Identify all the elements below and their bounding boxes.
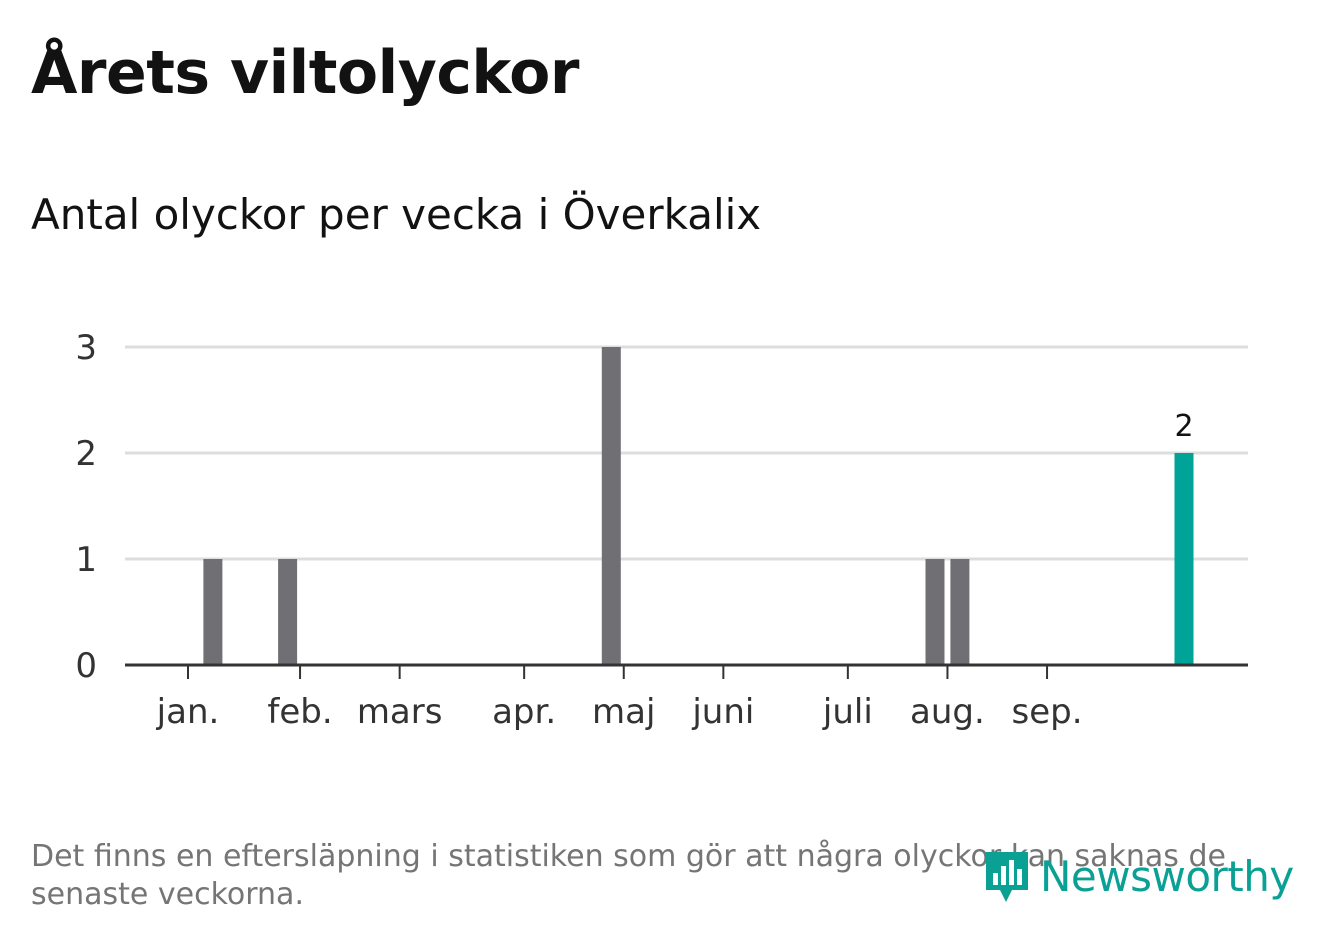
x-tick-label-jan.: jan. bbox=[156, 692, 220, 732]
x-axis-ticks: jan. feb. mars apr. maj juni juli aug. sep. bbox=[156, 665, 1083, 732]
bar-week-32 bbox=[950, 559, 970, 665]
x-tick-label-juli: juli bbox=[822, 692, 873, 732]
y-axis-tick-labels: 0 1 2 3 bbox=[75, 328, 97, 686]
bar-week-5 bbox=[278, 559, 298, 665]
grid-lines bbox=[125, 345, 1248, 561]
data-labels: 2 bbox=[1174, 409, 1193, 444]
x-tick-label-maj: maj bbox=[592, 692, 655, 732]
brand-name: Newsworthy bbox=[1040, 851, 1294, 901]
x-tick-label-juni: juni bbox=[691, 692, 754, 732]
bars bbox=[203, 347, 1194, 665]
y-tick-label-3: 3 bbox=[75, 328, 97, 368]
newsworthy-logo: Newsworthy bbox=[982, 846, 1294, 906]
y-tick-label-0: 0 bbox=[75, 646, 97, 686]
bar-week-18 bbox=[601, 347, 621, 665]
bar-week-2 bbox=[203, 559, 223, 665]
data-label-highlight: 2 bbox=[1174, 409, 1193, 444]
bar-week-31 bbox=[925, 559, 945, 665]
x-tick-label-feb.: feb. bbox=[267, 692, 332, 732]
x-tick-label-apr.: apr. bbox=[492, 692, 556, 732]
chart-title: Årets viltolyckor bbox=[31, 38, 580, 108]
x-tick-label-sep.: sep. bbox=[1012, 692, 1083, 732]
y-tick-label-2: 2 bbox=[75, 434, 97, 474]
bar-chart-speech-bubble-icon bbox=[986, 852, 1028, 902]
bar-week-41 bbox=[1174, 453, 1194, 665]
chart-subtitle: Antal olyckor per vecka i Överkalix bbox=[31, 190, 762, 239]
x-tick-label-mars: mars bbox=[357, 692, 443, 732]
x-tick-label-aug.: aug. bbox=[910, 692, 985, 732]
y-tick-label-1: 1 bbox=[75, 540, 97, 580]
